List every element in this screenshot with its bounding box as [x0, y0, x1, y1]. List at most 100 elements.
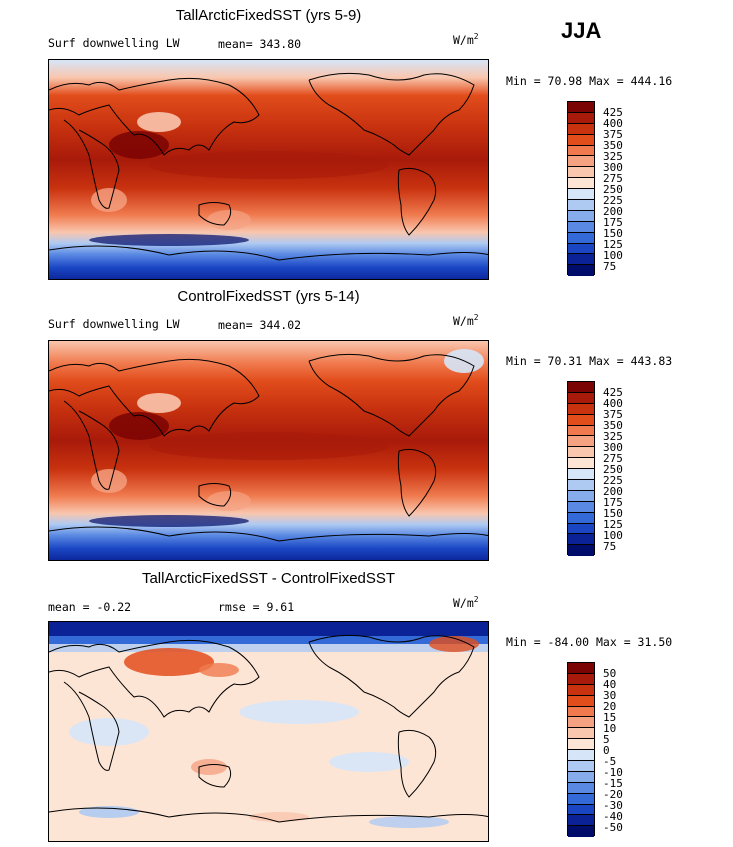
panel-2-variable-label: Surf downwelling LW	[48, 317, 180, 331]
colorbar-2-tick: 150	[603, 507, 623, 520]
panel-1-colorbar	[567, 101, 595, 277]
colorbar-2-swatch	[568, 512, 594, 524]
colorbar-1-swatch	[568, 243, 594, 255]
panel-2-map-svg	[49, 341, 488, 560]
colorbar-1-tick: 300	[603, 161, 623, 174]
colorbar-1-tick: 150	[603, 227, 623, 240]
colorbar-1-tick: 400	[603, 117, 623, 130]
colorbar-2-tick: 300	[603, 441, 623, 454]
colorbar-2-swatch	[568, 392, 594, 404]
colorbar-3-swatch	[568, 771, 594, 783]
colorbar-2-swatch	[568, 425, 594, 437]
colorbar-3-swatch	[568, 739, 594, 751]
colorbar-2-tick: 250	[603, 463, 623, 476]
panel-3-map	[48, 621, 489, 842]
colorbar-3-tick: -20	[603, 788, 623, 801]
colorbar-2-tick: 275	[603, 452, 623, 465]
colorbar-1-swatch	[568, 167, 594, 179]
colorbar-3-swatch	[568, 815, 594, 827]
colorbar-2-swatch	[568, 545, 594, 557]
colorbar-2-tick: 375	[603, 408, 623, 421]
colorbar-3-tick: 40	[603, 678, 617, 691]
colorbar-3-tick: 20	[603, 700, 617, 713]
colorbar-1-tick: 125	[603, 238, 623, 251]
colorbar-1-swatch	[568, 112, 594, 124]
colorbar-2-tick: 125	[603, 518, 623, 531]
colorbar-3-swatch	[568, 826, 594, 838]
panel-3-colorbar	[567, 662, 595, 838]
colorbar-3-tick: -40	[603, 810, 623, 823]
panel-3-map-svg	[49, 622, 488, 841]
panel-1-units: W/m2	[453, 32, 479, 47]
colorbar-3-swatch	[568, 804, 594, 816]
colorbar-2-tick: 75	[603, 540, 617, 553]
panel-3-title: TallArcticFixedSST - ControlFixedSST	[141, 570, 396, 587]
colorbar-1-swatch	[568, 200, 594, 211]
colorbar-2-tick: 325	[603, 430, 623, 443]
colorbar-2-swatch	[568, 436, 594, 448]
panel-1-variable-label: Surf downwelling LW	[48, 36, 180, 50]
colorbar-3-tick: -30	[603, 799, 623, 812]
colorbar-3-tick: 5	[603, 733, 610, 746]
season-label: JJA	[561, 18, 602, 43]
colorbar-3-swatch	[568, 750, 594, 762]
colorbar-1-swatch	[568, 210, 594, 222]
colorbar-1-swatch	[568, 265, 594, 277]
colorbar-3-swatch	[568, 684, 594, 696]
colorbar-1-swatch	[568, 156, 594, 168]
colorbar-2-tick: 350	[603, 419, 623, 432]
colorbar-1-swatch	[568, 123, 594, 135]
panel-1-minmax: Min = 70.98 Max = 444.16	[506, 74, 673, 88]
colorbar-1-tick: 175	[603, 216, 623, 229]
colorbar-3-swatch	[568, 761, 594, 772]
colorbar-2-swatch	[568, 403, 594, 415]
colorbar-2-swatch	[568, 414, 594, 426]
colorbar-2-swatch	[568, 382, 594, 393]
colorbar-1-tick: 425	[603, 106, 623, 119]
colorbar-2-swatch	[568, 490, 594, 502]
panel-1-mean-label: mean= 343.80	[218, 37, 302, 51]
colorbar-2-swatch	[568, 458, 594, 470]
colorbar-1-tick: 375	[603, 128, 623, 141]
colorbar-2-swatch	[568, 534, 594, 546]
colorbar-3-swatch	[568, 728, 594, 740]
panel-2-minmax: Min = 70.31 Max = 443.83	[506, 354, 673, 368]
colorbar-2-swatch	[568, 523, 594, 535]
colorbar-1-tick: 100	[603, 249, 623, 262]
colorbar-3-tick: 0	[603, 744, 610, 757]
colorbar-2-tick: 175	[603, 496, 623, 509]
colorbar-2-swatch	[568, 447, 594, 459]
colorbar-3-tick: 10	[603, 722, 617, 735]
panel-3-units: W/m2	[453, 595, 479, 610]
colorbar-3-tick: 50	[603, 667, 617, 680]
colorbar-1-swatch	[568, 254, 594, 266]
colorbar-2-swatch	[568, 480, 594, 491]
colorbar-1-tick: 225	[603, 194, 623, 207]
colorbar-3-swatch	[568, 717, 594, 729]
panel-2-map	[48, 340, 489, 561]
colorbar-1-tick: 250	[603, 183, 623, 196]
colorbar-3-tick: -5	[603, 755, 617, 768]
colorbar-3-swatch	[568, 782, 594, 794]
colorbar-1-swatch	[568, 232, 594, 244]
colorbar-3-swatch	[568, 663, 594, 674]
colorbar-1-swatch	[568, 178, 594, 190]
colorbar-2-tick: 425	[603, 386, 623, 399]
colorbar-2-tick: 400	[603, 397, 623, 410]
colorbar-2-swatch	[568, 501, 594, 513]
colorbar-3-tick: 30	[603, 689, 617, 702]
colorbar-3-swatch	[568, 706, 594, 718]
colorbar-1-swatch	[568, 221, 594, 233]
colorbar-1-tick: 75	[603, 260, 617, 273]
colorbar-3-swatch	[568, 673, 594, 685]
colorbar-1-tick: 350	[603, 139, 623, 152]
colorbar-1-swatch	[568, 102, 594, 113]
panel-2-units: W/m2	[453, 313, 479, 328]
colorbar-2-tick: 200	[603, 485, 623, 498]
colorbar-1-tick: 200	[603, 205, 623, 218]
colorbar-1-tick: 325	[603, 150, 623, 163]
colorbar-2-swatch	[568, 469, 594, 481]
colorbar-2-tick: 225	[603, 474, 623, 487]
colorbar-1-swatch	[568, 134, 594, 146]
panel-2-mean-label: mean= 344.02	[218, 318, 302, 332]
